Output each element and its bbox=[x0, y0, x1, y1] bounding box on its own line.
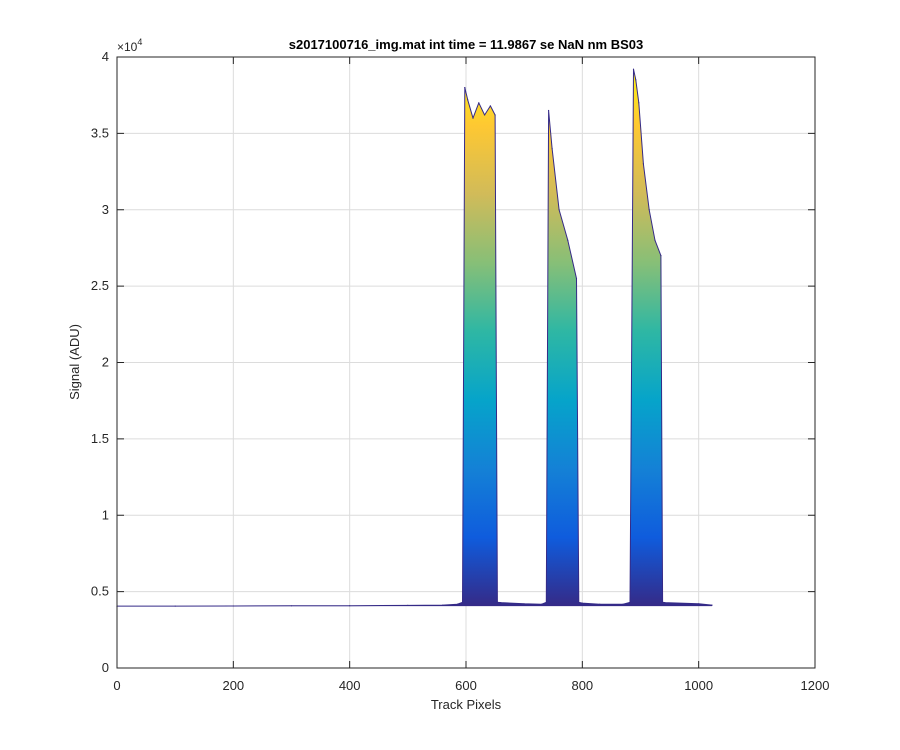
signal-point bbox=[635, 79, 637, 81]
x-tick-label: 800 bbox=[571, 678, 593, 693]
x-tick-label: 600 bbox=[455, 678, 477, 693]
x-tick-label: 1000 bbox=[684, 678, 713, 693]
signal-point bbox=[442, 604, 444, 606]
y-tick-label: 1.5 bbox=[91, 431, 109, 446]
signal-point bbox=[232, 605, 234, 607]
signal-point bbox=[622, 603, 624, 605]
signal-point bbox=[578, 601, 580, 603]
signal-point bbox=[484, 114, 486, 116]
signal-point bbox=[456, 603, 458, 605]
signal-point bbox=[500, 602, 502, 604]
signal-point bbox=[558, 209, 560, 211]
signal-point bbox=[599, 603, 601, 605]
signal-point bbox=[489, 105, 491, 107]
signal-point bbox=[664, 602, 666, 604]
signal-line bbox=[117, 68, 713, 607]
y-tick-label: 0 bbox=[102, 660, 109, 675]
signal-point bbox=[551, 148, 553, 150]
x-axis-label: Track Pixels bbox=[431, 697, 502, 712]
y-tick-label: 2.5 bbox=[91, 278, 109, 293]
tick-labels: 0 200 400 600 800 1000 1200 0 0.5 1 1.5 2 2.5 3 3.5 4 bbox=[91, 49, 830, 693]
signal-point bbox=[545, 601, 547, 603]
signal-point bbox=[407, 604, 409, 607]
tick-marks bbox=[116, 56, 816, 669]
signal-point bbox=[523, 603, 525, 605]
signal-point bbox=[629, 601, 631, 603]
y-exponent-power: 4 bbox=[137, 37, 142, 47]
signal-point bbox=[575, 277, 578, 280]
signal-point bbox=[638, 102, 640, 104]
signal-point bbox=[581, 602, 583, 604]
signal-area bbox=[117, 69, 712, 607]
signal-point bbox=[648, 209, 650, 211]
signal-point bbox=[494, 114, 496, 116]
signal-point bbox=[467, 99, 469, 101]
signal-point bbox=[662, 601, 664, 603]
x-tick-label: 400 bbox=[339, 678, 361, 693]
signal-point bbox=[349, 605, 351, 607]
signal-point bbox=[496, 601, 498, 603]
signal-point bbox=[654, 239, 656, 241]
signal-point bbox=[642, 163, 645, 165]
y-tick-label: 3 bbox=[102, 202, 109, 217]
y-exponent-base: ×10 bbox=[117, 40, 138, 54]
y-tick-label: 2 bbox=[102, 355, 109, 370]
signal-point bbox=[567, 239, 569, 241]
signal-point bbox=[711, 604, 713, 606]
signal-point bbox=[461, 601, 464, 603]
data-layer bbox=[116, 68, 713, 607]
chart-title: s2017100716_img.mat int time = 11.9867 s… bbox=[289, 37, 643, 52]
signal-point bbox=[660, 255, 662, 257]
y-tick-label: 0.5 bbox=[91, 584, 109, 599]
signal-point bbox=[472, 117, 474, 119]
signal-point bbox=[548, 109, 550, 112]
signal-point bbox=[478, 102, 480, 104]
y-tick-label: 1 bbox=[102, 507, 109, 522]
signal-point bbox=[541, 603, 543, 605]
signal-point bbox=[698, 603, 700, 605]
x-tick-label: 0 bbox=[113, 678, 120, 693]
signal-point bbox=[290, 605, 293, 607]
x-tick-label: 1200 bbox=[801, 678, 830, 693]
y-axis-exponent: ×104 bbox=[117, 37, 142, 54]
y-tick-label: 3.5 bbox=[91, 125, 109, 140]
y-axis-label: Signal (ADU) bbox=[67, 324, 82, 400]
x-tick-label: 200 bbox=[222, 678, 244, 693]
y-tick-label: 4 bbox=[102, 49, 109, 64]
signal-point bbox=[464, 87, 466, 89]
signal-point bbox=[632, 68, 635, 70]
signal-point bbox=[174, 605, 176, 607]
